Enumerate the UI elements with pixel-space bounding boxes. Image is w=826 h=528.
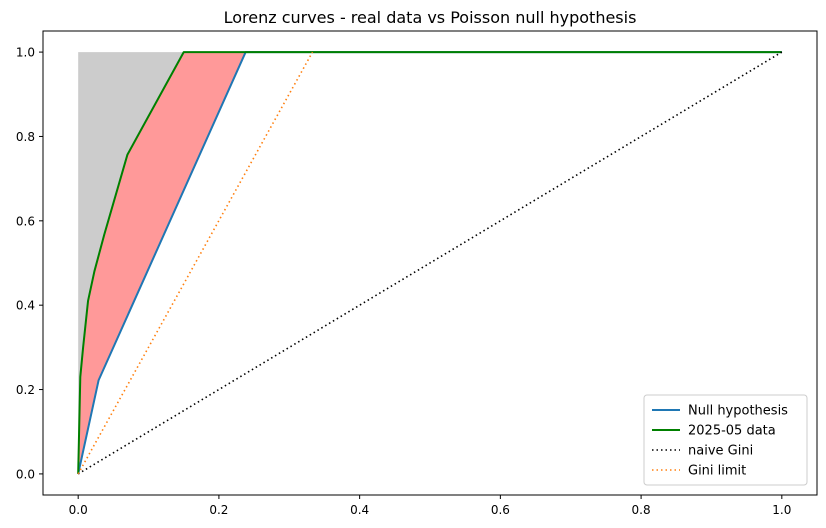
legend-label-null-hypothesis: Null hypothesis [688,404,788,419]
fill-region-1 [78,52,184,474]
x-tick-label: 0.0 [69,503,88,517]
chart-title: Lorenz curves - real data vs Poisson nul… [224,8,637,27]
y-tick-label: 0.4 [16,299,35,313]
y-tick-label: 0.0 [16,467,35,481]
plot-content [77,51,783,475]
legend-box [643,394,808,486]
x-tick-label: 0.6 [491,503,510,517]
axes-frame [42,30,818,496]
plot-area: 0.0 0.2 0.4 0.6 0.8 1.0 0.0 0.2 0.4 0.6 0.8 1.0 [16,30,818,517]
series-line-naive-gini [77,51,783,475]
y-tick-label: 0.8 [16,130,35,144]
y-tick-label: 1.0 [16,46,35,60]
x-tick-label: 1.0 [772,503,791,517]
legend-label-naive-gini: naive Gini [688,444,753,459]
x-tick-label: 0.4 [350,503,369,517]
legend-label-2025-05-data: 2025-05 data [688,424,776,439]
x-tick-label: 0.2 [209,503,228,517]
y-tick-label: 0.2 [16,383,35,397]
legend: Null hypothesis 2025-05 data naive Gini Gin… [643,394,808,486]
y-tick-label: 0.6 [16,214,35,228]
x-tick-label: 0.8 [632,503,651,517]
series-line-2025-05-data [77,51,782,474]
legend-label-gini-limit: Gini limit [688,464,746,479]
fill-region-2 [78,52,246,474]
